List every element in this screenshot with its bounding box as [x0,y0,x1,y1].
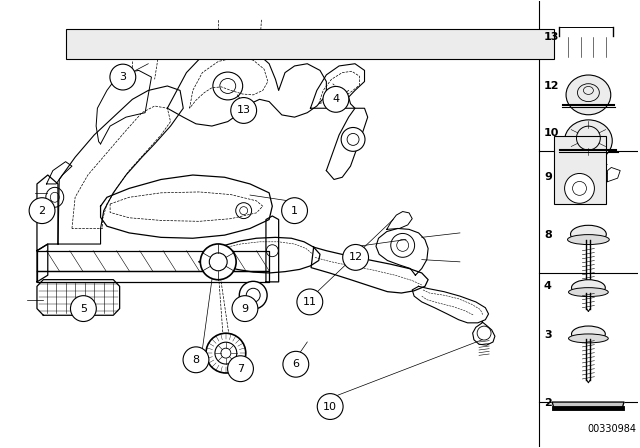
Circle shape [342,245,369,270]
Text: 8: 8 [193,355,200,365]
Ellipse shape [572,280,605,296]
Circle shape [564,173,595,203]
Circle shape [232,296,258,322]
Circle shape [110,64,136,90]
Ellipse shape [568,288,608,297]
Text: 9: 9 [241,304,248,314]
Circle shape [323,86,349,112]
Circle shape [231,98,257,123]
Text: 4: 4 [332,95,339,104]
Text: 13: 13 [544,32,559,42]
Circle shape [317,394,343,419]
Circle shape [239,281,267,309]
Ellipse shape [570,225,606,243]
Text: 11: 11 [303,297,317,307]
Text: 9: 9 [544,172,552,182]
Text: 7: 7 [237,364,244,374]
Text: 12: 12 [349,252,363,263]
Circle shape [283,351,308,377]
Circle shape [29,198,55,224]
Ellipse shape [568,334,608,343]
Circle shape [70,296,96,322]
FancyBboxPatch shape [65,29,554,59]
Ellipse shape [572,326,605,342]
Polygon shape [552,402,624,408]
Text: 13: 13 [237,105,251,116]
Ellipse shape [568,235,609,245]
Text: 10: 10 [323,401,337,412]
Text: 4: 4 [544,281,552,291]
Circle shape [228,356,253,382]
Text: 3: 3 [544,330,552,340]
Text: 5: 5 [80,304,87,314]
Circle shape [282,198,307,224]
Text: 10: 10 [544,128,559,138]
Text: 12: 12 [544,81,559,91]
Text: 8: 8 [544,230,552,240]
Text: 3: 3 [119,72,126,82]
Circle shape [200,244,236,280]
Text: 2: 2 [544,398,552,408]
Ellipse shape [564,120,612,162]
Circle shape [206,333,246,373]
Text: 6: 6 [292,359,300,369]
Text: 1: 1 [291,206,298,215]
Circle shape [183,347,209,373]
FancyBboxPatch shape [554,136,605,204]
Text: 00330984: 00330984 [588,424,637,434]
Circle shape [297,289,323,315]
Circle shape [341,128,365,151]
Ellipse shape [566,75,611,115]
Text: 2: 2 [38,206,45,215]
